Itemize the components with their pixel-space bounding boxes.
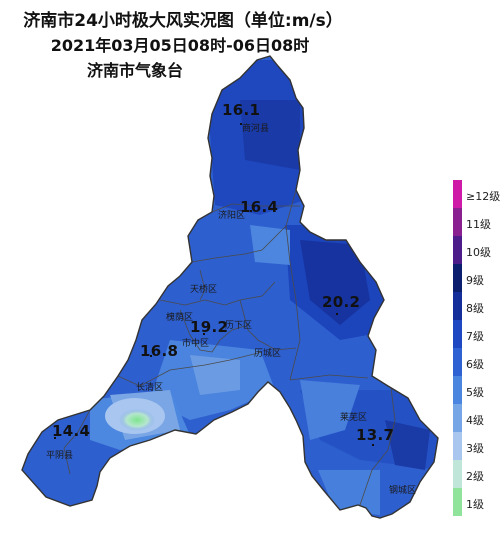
district-label-jiyang: 济阳区: [218, 211, 246, 221]
station-marker-zhangqiu: [336, 313, 338, 315]
station-marker-jiyang: [250, 210, 252, 212]
district-label-laiwu: 莱芜区: [340, 413, 368, 423]
legend-item: 10级: [453, 236, 500, 264]
district-label-gangcheng: 钢城区: [389, 486, 417, 496]
station-marker-shizhong: [203, 333, 205, 335]
legend-label: 7级: [466, 330, 484, 343]
legend-label: 9级: [466, 274, 484, 287]
district-label-shizhong: 市中区: [182, 339, 210, 349]
station-value-pingyin: 14.4: [52, 422, 91, 440]
station-value-shizhong: 19.2: [190, 318, 229, 336]
station-value-changqing: 16.8: [140, 342, 179, 360]
legend-label: 1级: [466, 498, 484, 511]
legend-swatch: [453, 208, 462, 236]
legend-label: 8级: [466, 302, 484, 315]
district-label-lixia: 历下区: [225, 321, 253, 331]
legend-item: 11级: [453, 208, 500, 236]
legend-item: 8级: [453, 292, 500, 320]
legend-swatch: [453, 432, 462, 460]
legend-item: 9级: [453, 264, 500, 292]
station-marker-laiwu: [372, 444, 374, 446]
district-label-licheng: 历城区: [254, 349, 282, 359]
legend-label: 6级: [466, 358, 484, 371]
legend-swatch: [453, 376, 462, 404]
legend-label: 10级: [466, 246, 491, 259]
legend-item: ≥12级: [453, 180, 500, 208]
legend-swatch: [453, 488, 462, 516]
legend-swatch: [453, 180, 462, 208]
district-label-tianqiao: 天桥区: [190, 285, 218, 295]
legend-swatch: [453, 264, 462, 292]
legend-label: ≥12级: [466, 190, 500, 203]
legend-item: 2级: [453, 460, 500, 488]
map-time-range: 2021年03月05日08时-06日08时: [50, 36, 310, 55]
station-marker-changqing: [150, 355, 152, 357]
district-label-shanghe: 商河县: [242, 124, 270, 134]
district-label-huaiyin: 槐荫区: [166, 313, 194, 323]
legend-swatch: [453, 320, 462, 348]
station-marker-shanghe: [240, 123, 242, 125]
legend-label: 4级: [466, 414, 484, 427]
station-value-zhangqiu: 20.2: [322, 293, 361, 311]
legend-swatch: [453, 348, 462, 376]
station-value-laiwu: 13.7: [356, 426, 395, 444]
station-marker-pingyin: [54, 437, 56, 439]
station-markers: [54, 123, 374, 446]
legend-item: 7级: [453, 320, 500, 348]
legend-label: 2级: [466, 470, 484, 483]
map-issuer: 济南市气象台: [86, 61, 183, 80]
legend-item: 6级: [453, 348, 500, 376]
legend-swatch: [453, 236, 462, 264]
city-boundary: [21, 55, 439, 519]
legend-swatch: [453, 404, 462, 432]
map-title: 济南市24小时极大风实况图（单位:m/s）: [23, 11, 343, 31]
station-value-jiyang: 16.4: [240, 198, 279, 216]
legend-item: 5级: [453, 376, 500, 404]
station-value-shanghe: 16.1: [222, 101, 261, 119]
legend-label: 3级: [466, 442, 484, 455]
legend-item: 1级: [453, 488, 500, 516]
district-label-pingyin: 平阴县: [46, 451, 74, 461]
legend-swatch: [453, 292, 462, 320]
legend-label: 5级: [466, 386, 484, 399]
legend-item: 4级: [453, 404, 500, 432]
legend-swatch: [453, 460, 462, 488]
legend-label: 11级: [466, 218, 491, 231]
district-label-changqing: 长清区: [136, 383, 164, 393]
legend-item: 3级: [453, 432, 500, 460]
